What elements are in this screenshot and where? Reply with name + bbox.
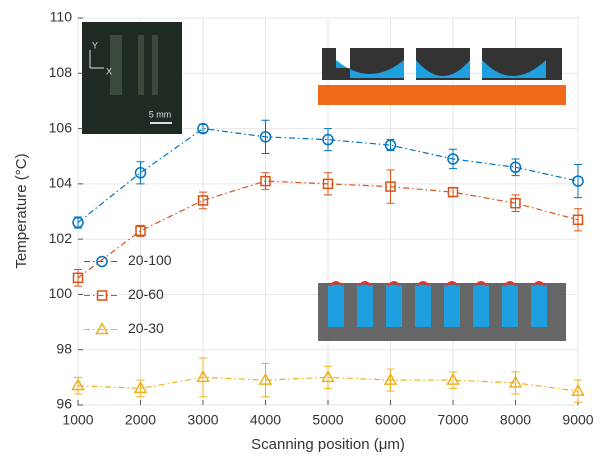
inset-label: Y <box>92 40 98 50</box>
pore <box>415 285 431 327</box>
cross-section-top <box>318 48 566 105</box>
y-tick-label: 96 <box>56 396 72 412</box>
y-tick-label: 108 <box>49 64 73 80</box>
chart: Y X 5 mm Scanning position (μm) Temperat… <box>0 0 601 463</box>
x-tick-label: 7000 <box>437 412 468 428</box>
page: Y X 5 mm Scanning position (μm) Temperat… <box>0 0 601 468</box>
pore <box>386 285 402 327</box>
photo-inset: Y X 5 mm <box>82 22 182 134</box>
x-tick-label: 8000 <box>500 412 531 428</box>
inset-label: X <box>106 66 112 76</box>
legend-label: 20-30 <box>128 320 164 336</box>
inset-label: 5 mm <box>149 109 172 119</box>
pore <box>328 285 344 327</box>
cross-section-bottom <box>318 282 566 341</box>
y-tick-label: 110 <box>50 9 73 25</box>
legend-label: 20-60 <box>128 286 164 302</box>
x-tick-label: 6000 <box>375 412 406 428</box>
substrate <box>318 85 566 105</box>
x-axis-label: Scanning position (μm) <box>251 436 405 453</box>
pore <box>502 285 518 327</box>
pore <box>357 285 373 327</box>
pore <box>531 285 547 327</box>
pore <box>444 285 460 327</box>
photo-feature <box>138 35 144 95</box>
x-tick-label: 4000 <box>250 412 281 428</box>
y-tick-label: 102 <box>49 230 73 246</box>
photo-feature <box>110 35 122 95</box>
pore <box>473 285 489 327</box>
legend-label: 20-100 <box>128 252 172 268</box>
x-tick-label: 9000 <box>562 412 593 428</box>
x-tick-label: 1000 <box>62 412 93 428</box>
y-axis-label: Temperature (°C) <box>13 153 30 268</box>
y-tick-label: 98 <box>56 340 72 356</box>
y-tick-label: 106 <box>49 119 73 135</box>
x-tick-label: 3000 <box>187 412 218 428</box>
x-tick-label: 5000 <box>312 412 343 428</box>
y-tick-label: 104 <box>49 175 73 191</box>
x-tick-label: 2000 <box>125 412 156 428</box>
y-tick-label: 100 <box>49 285 73 301</box>
photo-feature <box>152 35 158 95</box>
substrate <box>318 283 566 341</box>
